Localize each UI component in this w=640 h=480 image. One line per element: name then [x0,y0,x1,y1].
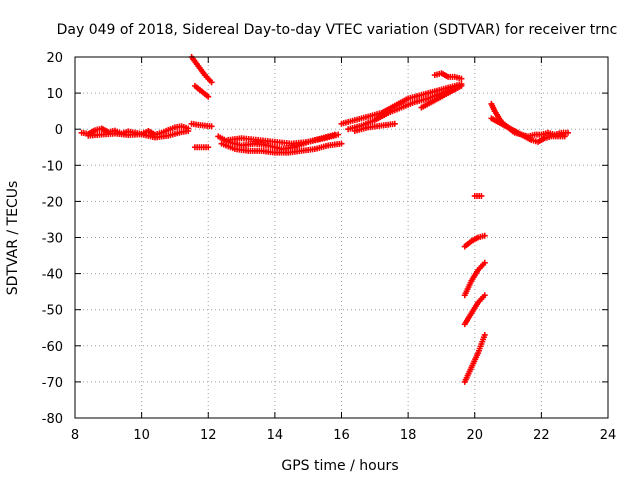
data-point [565,129,572,136]
x-tick-label: 8 [71,428,79,443]
data-point [185,128,192,135]
y-tick-label: -80 [42,412,63,427]
x-tick-label: 20 [466,428,483,443]
data-point [458,82,465,89]
data-point [458,75,465,82]
series-arc-16 [488,115,568,145]
x-tick-label: 22 [533,428,550,443]
grid-lines [75,57,608,418]
data-point [561,133,568,140]
x-tick-label: 14 [267,428,284,443]
series-arc-13 [418,82,465,111]
series-arc-19 [461,259,488,299]
y-tick-label: -30 [42,232,63,247]
series-arc-4 [191,82,212,100]
x-axis-label: GPS time / hours [281,458,398,474]
x-tick-label: 18 [400,428,417,443]
axis-ticks [74,56,609,419]
series-arc-21 [461,331,488,385]
y-tick-label: -60 [42,340,63,355]
data-point [208,79,215,86]
series-arc-9 [218,140,345,156]
y-tick-label: 10 [46,87,63,102]
series-arc-2 [85,128,192,141]
data-points [78,54,572,385]
data-point [205,93,212,100]
y-tick-label: 20 [46,51,63,66]
data-point [335,131,342,138]
tick-labels: 8 10 12 14 16 18 20 22 24 -80 -70 -60 -50 -40 -30 -20 -1… [42,51,617,443]
x-tick-label: 12 [200,428,217,443]
series-arc-12 [351,120,398,135]
data-point [481,259,488,266]
y-tick-label: -40 [42,268,63,283]
data-point [391,120,398,127]
series-arc-17 [471,192,485,199]
series-arc-10 [338,81,465,127]
y-tick-label: -20 [42,195,63,210]
series-arc-20 [461,292,488,328]
data-point [208,123,215,130]
x-tick-label: 16 [333,428,350,443]
y-axis-label: SDTVAR / TECUs [5,181,21,296]
data-point [481,292,488,299]
data-point [338,140,345,147]
data-point [481,232,488,239]
series-arc-6 [191,144,212,151]
y-tick-label: -50 [42,304,63,319]
x-tick-label: 10 [133,428,150,443]
data-point [205,144,212,151]
data-point [478,192,485,199]
series-arc-5 [188,120,215,130]
x-tick-label: 24 [600,428,617,443]
series-arc-8 [225,131,342,147]
series-arc-14 [431,70,465,82]
series-arc-18 [461,232,488,250]
series-arc-3 [188,54,215,86]
y-tick-label: -10 [42,159,63,174]
y-tick-label: -70 [42,376,63,391]
series-arc-11 [345,84,458,133]
chart-title: Day 049 of 2018, Sidereal Day-to-day VTE… [57,22,618,38]
data-point [481,331,488,338]
y-tick-label: 0 [55,123,63,138]
